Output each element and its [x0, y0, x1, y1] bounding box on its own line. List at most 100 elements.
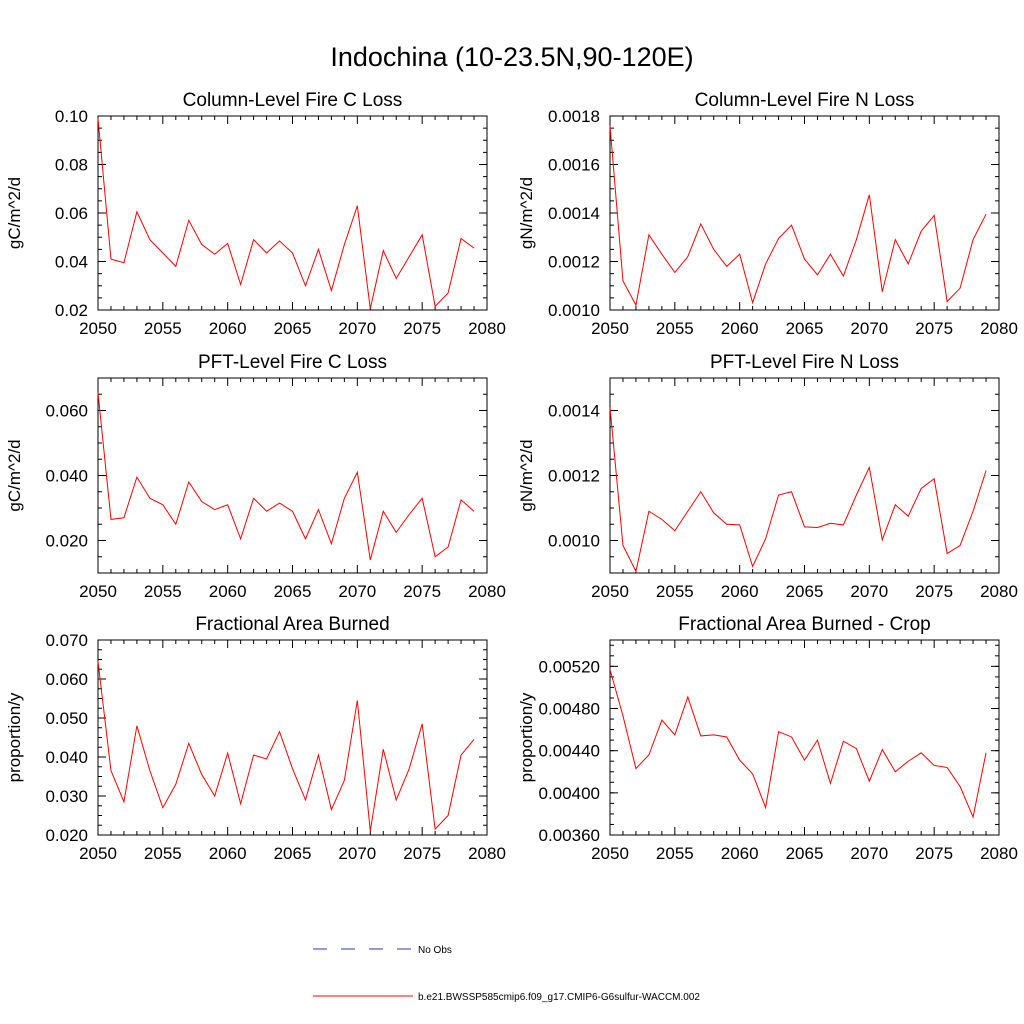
- x-tick-label: 2065: [274, 844, 312, 863]
- x-tick-label: 2060: [209, 319, 247, 338]
- x-tick-label: 2075: [403, 582, 441, 601]
- y-tick-label: 0.050: [45, 709, 88, 728]
- y-tick-label: 0.070: [45, 631, 88, 650]
- panels-group: Column-Level Fire C Loss gC/m^2/d 2050 2055…: [5, 90, 1018, 863]
- y-axis-label: gC/m^2/d: [5, 177, 24, 249]
- panel-6: Fractional Area Burned - Crop proportion/…: [517, 614, 1018, 863]
- y-tick-label: 0.08: [55, 156, 88, 175]
- legend: No Obs b.e21.BWSSP585cmip6.f09_g17.CMIP6…: [313, 945, 700, 1003]
- y-tick-label: 0.00400: [539, 784, 600, 803]
- y-axis-label: gN/m^2/d: [517, 177, 536, 249]
- y-tick-label: 0.0016: [548, 156, 600, 175]
- panel-3: PFT-Level Fire C Loss gC/m^2/d 2050 2055 206…: [5, 352, 506, 601]
- x-tick-label: 2055: [144, 844, 182, 863]
- y-axis-label: proportion/y: [5, 692, 24, 782]
- x-tick-label: 2060: [721, 582, 759, 601]
- plot-frame: [97, 377, 488, 574]
- y-tick-label: 0.0010: [548, 301, 600, 320]
- plot-frame: [97, 639, 488, 836]
- series-line: [97, 392, 475, 561]
- x-tick-label: 2080: [468, 319, 506, 338]
- x-tick-label: 2050: [591, 844, 629, 863]
- x-tick-label: 2055: [144, 582, 182, 601]
- y-tick-label: 0.040: [45, 467, 88, 486]
- series-line: [609, 125, 987, 307]
- panel-5: Fractional Area Burned proportion/y 2050 20…: [5, 614, 506, 863]
- plot-frame: [609, 115, 1000, 311]
- y-axis-label: gN/m^2/d: [517, 439, 536, 511]
- x-tick-label: 2050: [591, 582, 629, 601]
- x-tick-label: 2065: [274, 319, 312, 338]
- x-tick-label: 2070: [338, 844, 376, 863]
- series-line: [97, 661, 475, 832]
- x-tick-label: 2075: [915, 844, 953, 863]
- y-tick-label: 0.0012: [548, 467, 600, 486]
- x-tick-label: 2075: [915, 319, 953, 338]
- x-tick-label: 2065: [274, 582, 312, 601]
- x-tick-label: 2055: [656, 319, 694, 338]
- x-tick-label: 2080: [468, 582, 506, 601]
- y-axis-label: gC/m^2/d: [5, 439, 24, 511]
- y-tick-label: 0.02: [55, 301, 88, 320]
- plot-frame: [609, 639, 1000, 836]
- y-tick-label: 0.0018: [548, 107, 600, 126]
- panel-title: Fractional Area Burned: [195, 614, 389, 635]
- series-line: [97, 118, 475, 309]
- y-tick-label: 0.0014: [548, 402, 600, 421]
- panel-title: PFT-Level Fire N Loss: [710, 352, 899, 373]
- y-tick-label: 0.00520: [539, 657, 600, 676]
- panel-title: Column-Level Fire N Loss: [695, 90, 915, 111]
- y-tick-label: 0.00360: [539, 826, 600, 845]
- y-tick-label: 0.00440: [539, 742, 600, 761]
- series-line: [609, 669, 987, 819]
- x-tick-label: 2070: [338, 582, 376, 601]
- y-tick-label: 0.0012: [548, 253, 600, 272]
- y-tick-label: 0.020: [45, 826, 88, 845]
- plot-frame: [609, 377, 1000, 574]
- x-tick-label: 2060: [209, 844, 247, 863]
- x-tick-label: 2050: [79, 844, 117, 863]
- series-line: [609, 407, 987, 573]
- x-tick-label: 2055: [144, 319, 182, 338]
- x-tick-label: 2075: [403, 844, 441, 863]
- x-tick-label: 2050: [79, 319, 117, 338]
- legend-run-label: b.e21.BWSSP585cmip6.f09_g17.CMIP6-G6sulf…: [418, 992, 700, 1003]
- x-tick-label: 2060: [721, 844, 759, 863]
- x-tick-label: 2070: [850, 844, 888, 863]
- y-tick-label: 0.00480: [539, 700, 600, 719]
- panel-title: PFT-Level Fire C Loss: [198, 352, 387, 373]
- x-tick-label: 2070: [850, 582, 888, 601]
- x-tick-label: 2055: [656, 582, 694, 601]
- figure-title: Indochina (10-23.5N,90-120E): [330, 42, 693, 72]
- panel-title: Column-Level Fire C Loss: [183, 90, 403, 111]
- x-tick-label: 2080: [980, 319, 1018, 338]
- y-tick-label: 0.060: [45, 402, 88, 421]
- x-tick-label: 2065: [786, 844, 824, 863]
- x-tick-label: 2055: [656, 844, 694, 863]
- x-tick-label: 2050: [591, 319, 629, 338]
- y-tick-label: 0.04: [55, 253, 88, 272]
- y-tick-label: 0.060: [45, 670, 88, 689]
- y-tick-label: 0.020: [45, 532, 88, 551]
- panel-4: PFT-Level Fire N Loss gN/m^2/d 2050 2055 206…: [517, 352, 1018, 601]
- y-tick-label: 0.040: [45, 748, 88, 767]
- plot-frame: [97, 115, 488, 311]
- y-tick-label: 0.0010: [548, 532, 600, 551]
- legend-no-obs-label: No Obs: [418, 945, 452, 956]
- y-tick-label: 0.10: [55, 107, 88, 126]
- x-tick-label: 2060: [721, 319, 759, 338]
- panel-2: Column-Level Fire N Loss gN/m^2/d 2050 2055…: [517, 90, 1018, 338]
- x-tick-label: 2060: [209, 582, 247, 601]
- x-tick-label: 2080: [468, 844, 506, 863]
- x-tick-label: 2075: [915, 582, 953, 601]
- x-tick-label: 2070: [850, 319, 888, 338]
- x-tick-label: 2075: [403, 319, 441, 338]
- y-tick-label: 0.030: [45, 787, 88, 806]
- y-tick-label: 0.0014: [548, 204, 600, 223]
- x-tick-label: 2065: [786, 582, 824, 601]
- x-tick-label: 2065: [786, 319, 824, 338]
- panel-1: Column-Level Fire C Loss gC/m^2/d 2050 2055…: [5, 90, 506, 338]
- x-tick-label: 2080: [980, 582, 1018, 601]
- x-tick-label: 2080: [980, 844, 1018, 863]
